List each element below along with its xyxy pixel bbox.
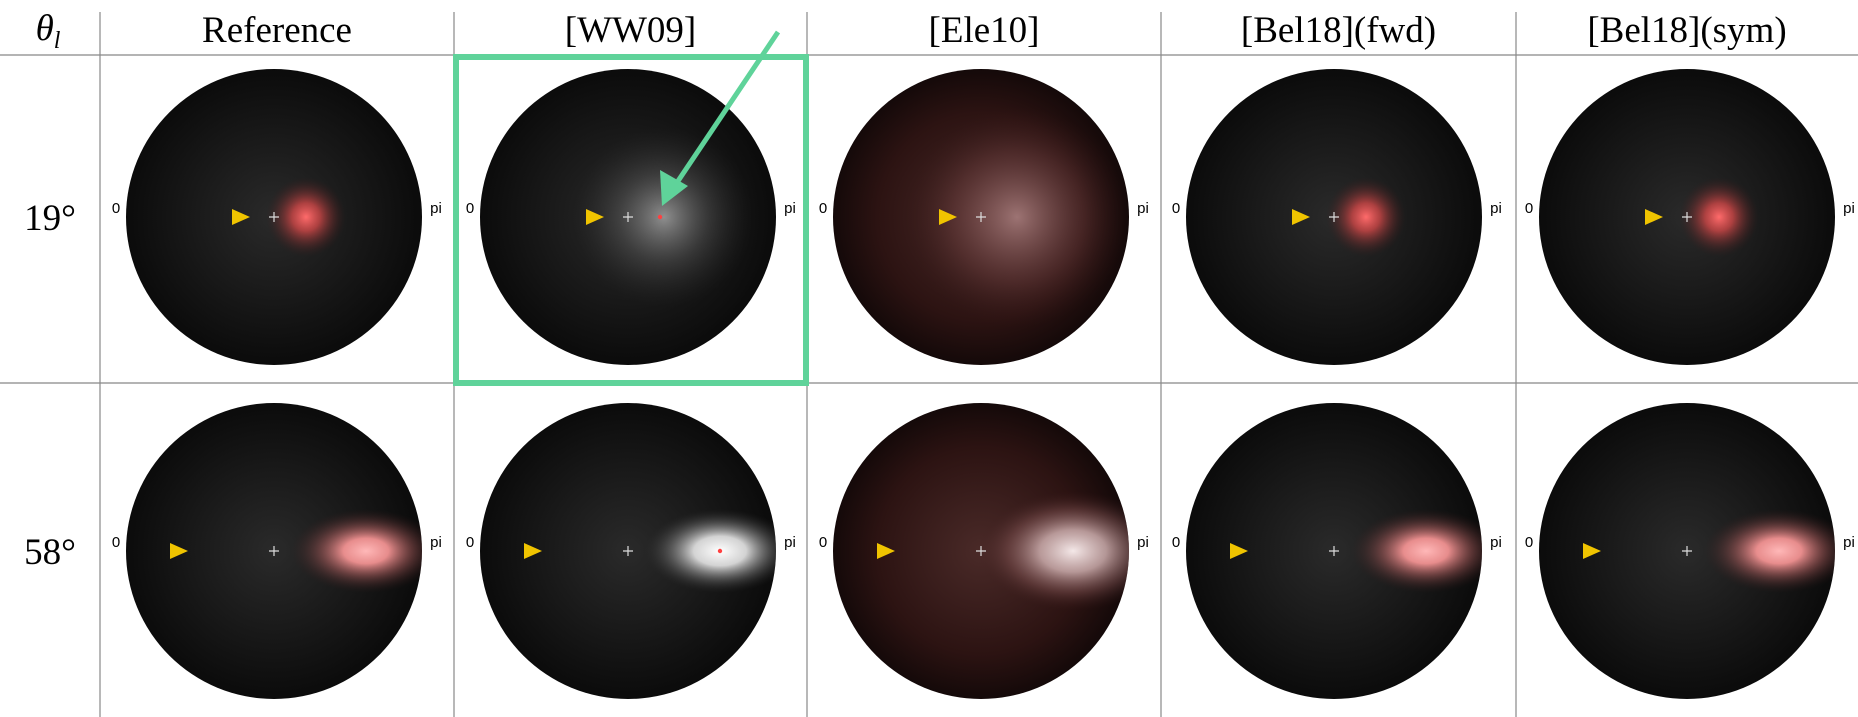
corner-label: θl	[36, 8, 61, 54]
corner-subscript: l	[54, 28, 61, 54]
column-header: [Bel18](sym)	[1587, 10, 1786, 51]
highlight	[291, 509, 441, 593]
disk-label-left: 0	[1525, 534, 1533, 551]
disk-label-right: pi	[1843, 200, 1855, 217]
column-header: [Bel18](fwd)	[1241, 10, 1436, 51]
disk-label-right: pi	[430, 200, 442, 217]
disk-label-right: pi	[430, 534, 442, 551]
specular-dot	[658, 215, 662, 219]
disk-label-right: pi	[1490, 200, 1502, 217]
disk-label-right: pi	[1137, 534, 1149, 551]
disk-label-right: pi	[1137, 200, 1149, 217]
disk-label-left: 0	[466, 200, 474, 217]
disk-label-left: 0	[1172, 534, 1180, 551]
disk-label-left: 0	[1525, 200, 1533, 217]
row-label: 19°	[24, 198, 76, 239]
disk-label-right: pi	[1843, 534, 1855, 551]
highlight	[978, 491, 1168, 611]
disk-label-left: 0	[1172, 200, 1180, 217]
highlight	[1704, 509, 1854, 593]
corner-symbol: θ	[36, 8, 54, 49]
disk-label-left: 0	[819, 200, 827, 217]
highlight	[1351, 509, 1501, 593]
disk-label-left: 0	[112, 200, 120, 217]
column-header: [WW09]	[565, 10, 697, 51]
disk-label-right: pi	[1490, 534, 1502, 551]
disk-label-left: 0	[819, 534, 827, 551]
figure: θl Reference [WW09] [Ele10] [Bel18](fwd) [Be…	[0, 0, 1858, 717]
disk-label-left: 0	[466, 534, 474, 551]
disk-label-right: pi	[784, 534, 796, 551]
disk-label-left: 0	[112, 534, 120, 551]
disk-label-right: pi	[784, 200, 796, 217]
column-header: Reference	[202, 10, 352, 51]
row-label: 58°	[24, 532, 76, 573]
specular-dot	[718, 549, 722, 553]
column-header: [Ele10]	[929, 10, 1040, 51]
